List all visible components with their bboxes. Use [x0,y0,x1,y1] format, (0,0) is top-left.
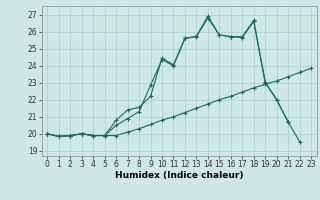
X-axis label: Humidex (Indice chaleur): Humidex (Indice chaleur) [115,171,244,180]
